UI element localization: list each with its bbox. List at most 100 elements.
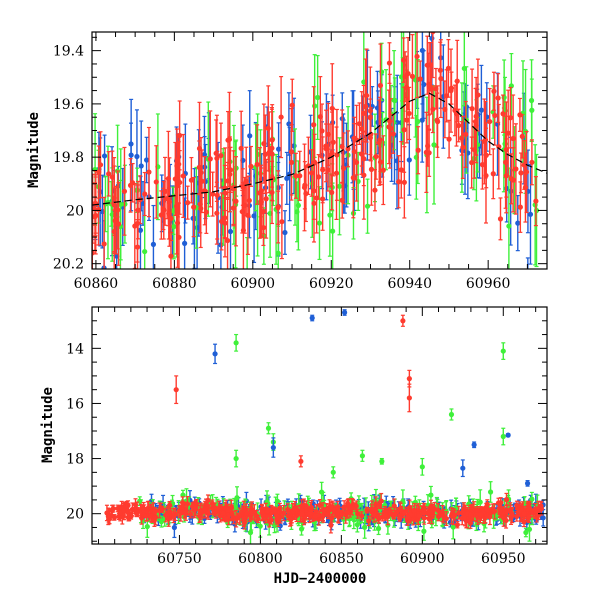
data-point-red	[216, 500, 222, 517]
data-point-red	[205, 494, 211, 507]
data-point-red	[281, 504, 287, 522]
outlier-point-green	[419, 457, 425, 476]
data-point-red	[348, 504, 355, 513]
data-point-red	[400, 509, 406, 519]
outlier-point-green	[500, 427, 506, 446]
outlier-point-green	[265, 422, 272, 435]
outlier-point-green	[379, 457, 385, 465]
data-point-red	[526, 510, 532, 524]
data-point-red	[416, 510, 422, 522]
data-point-red	[316, 154, 322, 200]
data-point-green	[461, 32, 467, 107]
data-point-red	[305, 136, 311, 195]
data-point-red	[491, 503, 498, 520]
data-point-red	[529, 139, 535, 186]
data-point-red	[364, 506, 370, 514]
data-point-red	[468, 506, 474, 524]
bottom-axis-ticks: 60750 60800 60850 60900 60950 14 16 18 20	[66, 306, 547, 567]
outlier-point-blue	[524, 480, 531, 487]
data-point-red	[497, 197, 504, 241]
data-point-blue	[150, 204, 157, 269]
data-point-red	[469, 68, 475, 149]
data-point-red	[490, 148, 496, 200]
data-point-red	[459, 121, 465, 156]
data-point-red	[269, 107, 275, 201]
data-point-blue	[284, 151, 290, 205]
data-point-red	[373, 133, 379, 180]
data-point-green	[336, 137, 343, 236]
data-point-red	[242, 176, 248, 234]
x-tick-label: 60750	[157, 551, 202, 567]
data-point-red	[262, 114, 268, 194]
data-point-red	[450, 508, 457, 526]
data-point-red	[292, 500, 298, 518]
data-point-red	[396, 155, 402, 209]
data-point-red	[320, 502, 326, 519]
data-point-red	[510, 147, 516, 213]
data-point-red	[497, 505, 503, 519]
outlier-point-green	[233, 333, 239, 352]
data-point-red	[473, 508, 480, 523]
data-point-red	[101, 196, 107, 269]
outlier-point-green	[359, 449, 366, 462]
data-point-red	[435, 503, 441, 518]
x-tick-label: 60850	[319, 551, 364, 567]
data-point-red	[254, 124, 260, 205]
data-point-red	[415, 126, 421, 175]
data-point-red	[185, 185, 191, 220]
data-point-red	[387, 73, 393, 169]
top-panel: 60860 60880 60900 60920 60940 60960 19.4 19.6 19…	[26, 31, 548, 292]
data-point-red	[434, 85, 441, 159]
outlier-point-red	[400, 314, 406, 327]
data-point-red	[500, 94, 506, 133]
data-point-red	[268, 516, 274, 525]
bottom-panel: 60750 60800 60850 60900 60950 14 16 18 20 Magnit…	[40, 306, 548, 587]
data-point-red	[259, 503, 265, 521]
data-point-red	[258, 164, 264, 238]
data-point-red	[112, 187, 118, 255]
data-point-red	[424, 35, 430, 95]
data-point-red	[207, 110, 213, 208]
data-point-red	[391, 509, 397, 520]
data-point-red	[358, 133, 365, 175]
top-plot-frame	[91, 31, 548, 270]
outlier-point-red	[173, 375, 179, 405]
data-point-red	[344, 499, 351, 508]
data-point-red	[448, 48, 454, 133]
y-tick-label: 18	[66, 452, 84, 468]
data-point-red	[329, 63, 335, 154]
outlier-point-red	[298, 455, 304, 468]
data-point-red	[495, 73, 501, 123]
data-point-red	[353, 123, 360, 202]
bottom-plot-frame	[91, 306, 548, 545]
data-point-red	[440, 504, 446, 523]
data-point-green	[375, 521, 382, 536]
data-point-red	[187, 509, 194, 519]
data-point-red	[132, 498, 139, 512]
data-point-red	[409, 34, 416, 119]
data-point-red	[363, 48, 370, 143]
data-point-red	[271, 506, 277, 514]
data-point-red	[312, 512, 318, 520]
top-data-layer	[92, 32, 547, 269]
data-point-red	[503, 115, 509, 209]
data-point-red	[188, 156, 195, 204]
data-point-red	[398, 141, 404, 199]
data-point-red	[278, 76, 284, 159]
data-point-red	[158, 190, 164, 240]
y-tick-label: 19.4	[53, 44, 84, 60]
outlier-point-green	[330, 466, 336, 479]
data-point-blue	[440, 44, 446, 149]
data-point-green	[362, 515, 368, 539]
data-point-red	[521, 508, 527, 520]
data-point-green	[487, 481, 494, 503]
data-point-green	[158, 515, 165, 528]
y-tick-label: 19.8	[53, 150, 84, 166]
data-point-red	[289, 78, 295, 132]
data-point-red	[317, 510, 323, 520]
data-point-red	[462, 509, 468, 527]
data-point-red	[166, 510, 172, 527]
data-point-red	[487, 87, 493, 156]
bottom-x-axis-label: HJD−2400000	[274, 571, 367, 587]
data-point-red	[406, 86, 412, 141]
